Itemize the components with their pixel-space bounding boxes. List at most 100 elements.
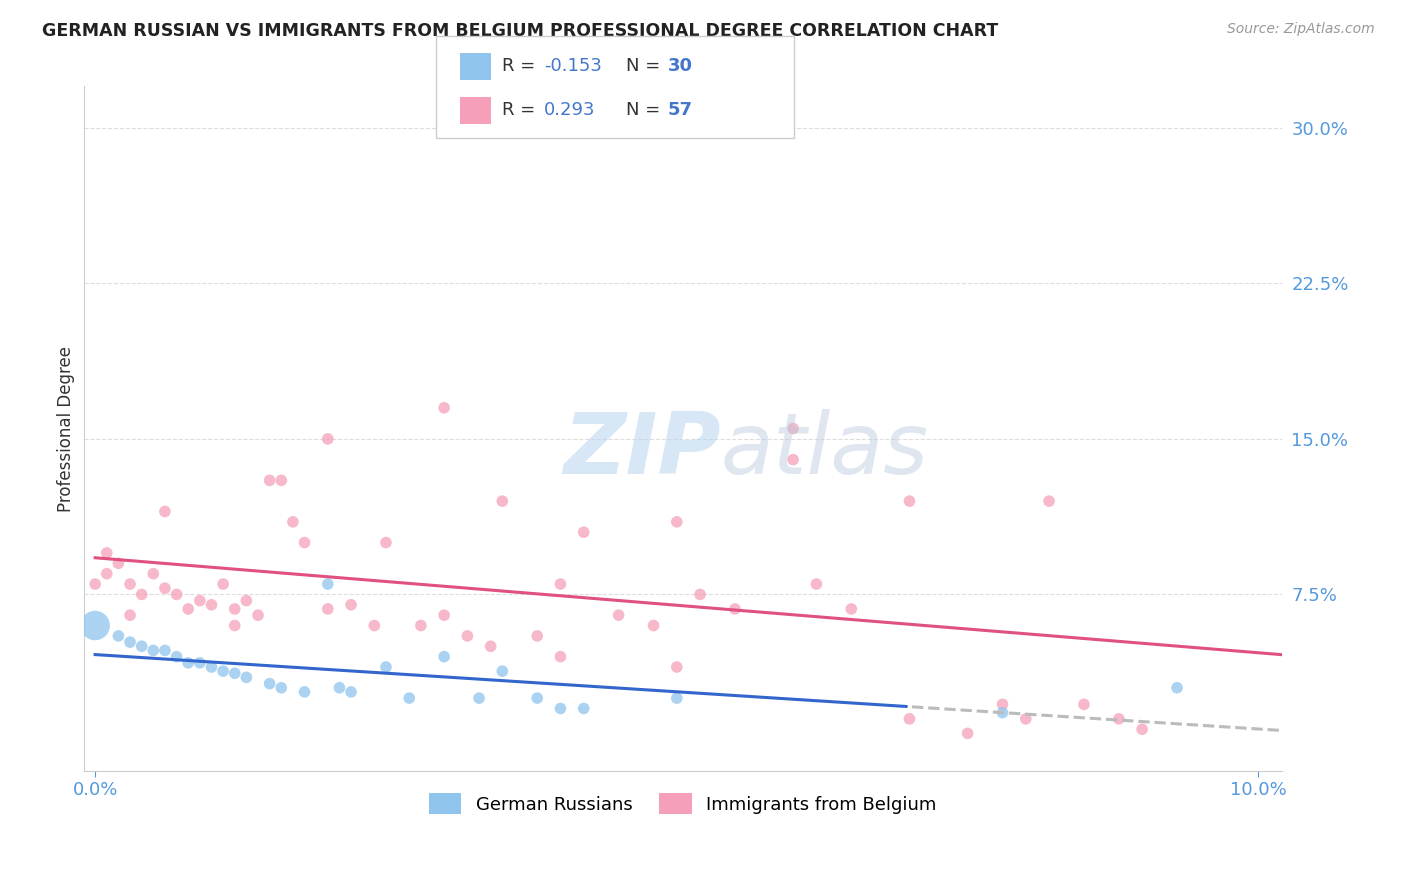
Point: [177, 602, 200, 616]
Text: -0.153: -0.153: [544, 57, 602, 75]
Point: [468, 691, 491, 706]
Point: [142, 643, 165, 657]
Point: [689, 587, 711, 601]
Point: [782, 452, 804, 467]
Point: [398, 691, 420, 706]
Point: [607, 608, 630, 623]
Point: [643, 618, 665, 632]
Text: atlas: atlas: [720, 409, 928, 492]
Point: [177, 656, 200, 670]
Point: [572, 701, 595, 715]
Point: [1108, 712, 1130, 726]
Point: [212, 664, 235, 678]
Point: [340, 598, 363, 612]
Point: [724, 602, 747, 616]
Point: [142, 566, 165, 581]
Point: [363, 618, 385, 632]
Point: [270, 474, 292, 488]
Text: N =: N =: [626, 102, 665, 120]
Point: [166, 649, 188, 664]
Point: [166, 587, 188, 601]
Text: GERMAN RUSSIAN VS IMMIGRANTS FROM BELGIUM PROFESSIONAL DEGREE CORRELATION CHART: GERMAN RUSSIAN VS IMMIGRANTS FROM BELGIU…: [42, 22, 998, 40]
Point: [375, 535, 398, 549]
Legend: German Russians, Immigrants from Belgium: German Russians, Immigrants from Belgium: [419, 784, 946, 823]
Point: [118, 608, 141, 623]
Point: [259, 474, 281, 488]
Text: 57: 57: [668, 102, 693, 120]
Point: [316, 602, 339, 616]
Point: [1166, 681, 1188, 695]
Point: [224, 666, 246, 681]
Point: [1038, 494, 1060, 508]
Point: [782, 421, 804, 435]
Point: [281, 515, 304, 529]
Point: [153, 504, 176, 518]
Point: [316, 577, 339, 591]
Point: [118, 635, 141, 649]
Text: 30: 30: [668, 57, 693, 75]
Point: [328, 681, 350, 695]
Point: [479, 640, 502, 654]
Point: [107, 629, 129, 643]
Point: [235, 593, 257, 607]
Point: [956, 726, 979, 740]
Point: [1130, 723, 1153, 737]
Point: [84, 577, 107, 591]
Point: [247, 608, 270, 623]
Point: [200, 598, 222, 612]
Point: [96, 546, 118, 560]
Point: [131, 640, 153, 654]
Text: 0.293: 0.293: [544, 102, 596, 120]
Point: [375, 660, 398, 674]
Point: [550, 649, 572, 664]
Point: [409, 618, 432, 632]
Point: [200, 660, 222, 674]
Point: [131, 587, 153, 601]
Point: [572, 525, 595, 540]
Point: [212, 577, 235, 591]
Point: [270, 681, 292, 695]
Point: [118, 577, 141, 591]
Point: [806, 577, 828, 591]
Point: [665, 691, 688, 706]
Point: [294, 535, 316, 549]
Text: Source: ZipAtlas.com: Source: ZipAtlas.com: [1227, 22, 1375, 37]
Point: [84, 618, 107, 632]
Point: [235, 670, 257, 684]
Text: R =: R =: [502, 57, 541, 75]
Point: [188, 656, 211, 670]
Point: [839, 602, 862, 616]
Point: [991, 698, 1014, 712]
Point: [1073, 698, 1095, 712]
Text: R =: R =: [502, 102, 541, 120]
Point: [153, 581, 176, 595]
Point: [665, 660, 688, 674]
Point: [550, 701, 572, 715]
Text: N =: N =: [626, 57, 665, 75]
Point: [153, 643, 176, 657]
Point: [491, 664, 513, 678]
Point: [433, 608, 456, 623]
Point: [224, 602, 246, 616]
Y-axis label: Professional Degree: Professional Degree: [58, 345, 75, 511]
Point: [526, 629, 548, 643]
Point: [550, 577, 572, 591]
Point: [340, 685, 363, 699]
Point: [96, 566, 118, 581]
Point: [294, 685, 316, 699]
Point: [665, 515, 688, 529]
Point: [188, 593, 211, 607]
Point: [433, 401, 456, 415]
Point: [316, 432, 339, 446]
Point: [898, 494, 921, 508]
Text: ZIP: ZIP: [562, 409, 720, 492]
Point: [433, 649, 456, 664]
Point: [991, 706, 1014, 720]
Point: [491, 494, 513, 508]
Point: [107, 557, 129, 571]
Point: [224, 618, 246, 632]
Point: [898, 712, 921, 726]
Point: [259, 676, 281, 690]
Point: [526, 691, 548, 706]
Point: [456, 629, 478, 643]
